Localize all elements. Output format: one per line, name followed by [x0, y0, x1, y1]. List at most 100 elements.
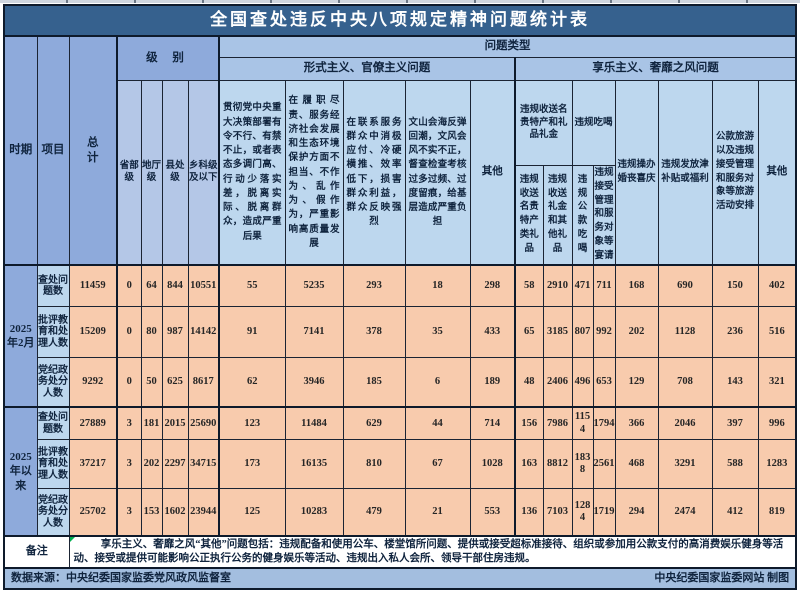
data-cell: 629: [342, 406, 406, 441]
header-public-funds-dining: 违规公款吃喝: [571, 165, 594, 266]
data-cell: 37217: [68, 439, 118, 490]
data-cell: 625: [161, 357, 189, 408]
header-level-township: 乡科级及以下: [187, 80, 220, 266]
data-cell: 50: [140, 357, 163, 408]
data-cell: 65: [514, 306, 544, 359]
data-cell: 714: [469, 406, 516, 441]
data-cell: 294: [614, 488, 659, 537]
footer-bar: 数据来源：中央纪委国家监委党风政风监督室 中央纪委国家监委网站 制图: [3, 566, 797, 590]
data-cell: 185: [342, 357, 406, 408]
data-cell: 8812: [542, 439, 573, 490]
data-cell: 471: [571, 264, 594, 308]
header-weddings-funerals: 违规操办婚丧喜庆: [614, 80, 659, 266]
header-public-funded-travel: 公款旅游以及违规接受管理和服务对象等旅游活动安排: [711, 80, 759, 266]
data-cell: 35: [404, 306, 471, 359]
data-cell: 397: [711, 406, 759, 441]
header-period: 时期: [3, 35, 38, 266]
data-cell: 150: [711, 264, 759, 308]
data-cell: 1154: [571, 406, 594, 441]
data-cell: 189: [469, 357, 516, 408]
data-cell: 3: [116, 439, 142, 490]
row-label-criticized-educated: 批评教育和处理人数: [36, 306, 70, 359]
data-cell: 468: [614, 439, 659, 490]
data-cell: 27889: [68, 406, 118, 441]
header-total: 总计: [68, 35, 118, 266]
data-cell: 293: [342, 264, 406, 308]
header-item: 项目: [36, 35, 70, 266]
header-problem-type: 问题类型: [217, 35, 797, 58]
header-level-group: 级 别: [116, 35, 220, 81]
data-cell: 433: [469, 306, 516, 359]
data-cell: 163: [514, 439, 544, 490]
data-cell: 9292: [68, 357, 118, 408]
row-label-problems-investigated: 查处问题数: [36, 406, 70, 441]
remark-label: 备注: [3, 535, 70, 569]
data-cell: 21: [404, 488, 471, 537]
data-cell: 64: [140, 264, 163, 308]
data-cell: 1794: [592, 406, 616, 441]
data-cell: 143: [711, 357, 759, 408]
data-source-note: 数据来源：中央纪委国家监委党风政风监督室: [11, 571, 231, 584]
header-eating-group: 违规吃喝: [571, 80, 616, 166]
data-cell: 1283: [757, 439, 797, 490]
data-cell: 125: [218, 488, 286, 537]
data-cell: 844: [161, 264, 189, 308]
data-cell: 0: [116, 357, 142, 408]
data-cell: 819: [757, 488, 797, 537]
data-cell: 810: [342, 439, 406, 490]
header-formalism-other: 其他: [469, 80, 516, 266]
data-cell: 3: [116, 406, 142, 441]
data-cell: 553: [469, 488, 516, 537]
data-cell: 173: [218, 439, 286, 490]
period-cell-since-2025: 2025年以来: [3, 406, 38, 537]
data-cell: 366: [614, 406, 659, 441]
data-cell: 1028: [469, 439, 516, 490]
data-cell: 14142: [187, 306, 220, 359]
header-banquets-from-clients: 违规接受管理和服务对象等宴请: [592, 165, 616, 266]
data-cell: 11459: [68, 264, 118, 308]
data-cell: 15209: [68, 306, 118, 359]
header-level-provincial: 省部级: [116, 80, 142, 266]
data-cell: 378: [342, 306, 406, 359]
data-cell: 55: [218, 264, 286, 308]
data-cell: 3291: [657, 439, 713, 490]
spreadsheet-gridline-strip: [0, 0, 800, 3]
data-cell: 516: [757, 306, 797, 359]
data-cell: 6: [404, 357, 471, 408]
header-formalism-col-4: 文山会海反弹回潮，文风会风不实不正，督查检查考核过多过频、过度留痕，给基层造成严…: [404, 80, 471, 266]
data-cell: 2406: [542, 357, 573, 408]
data-cell: 3946: [284, 357, 344, 408]
header-hedonism-other: 其他: [757, 80, 797, 266]
data-cell: 2015: [161, 406, 189, 441]
data-cell: 62: [218, 357, 286, 408]
data-cell: 1128: [657, 306, 713, 359]
row-label-disciplined: 党纪政务处分人数: [36, 488, 70, 537]
row-label-disciplined: 党纪政务处分人数: [36, 357, 70, 408]
header-total-label: 总计: [87, 136, 99, 164]
header-specialty-gifts: 违规收送名贵特产类礼品: [514, 165, 544, 266]
row-label-criticized-educated: 批评教育和处理人数: [36, 439, 70, 490]
data-cell: 202: [140, 439, 163, 490]
data-cell: 3: [116, 488, 142, 537]
data-cell: 496: [571, 357, 594, 408]
statistics-table: 全国查处违反中央八项规定精神问题统计表 时期 项目 总计 级 别 问题类型 形式…: [3, 4, 798, 590]
data-cell: 129: [614, 357, 659, 408]
data-cell: 321: [757, 357, 797, 408]
data-cell: 7986: [542, 406, 573, 441]
data-cell: 2297: [161, 439, 189, 490]
table-title: 全国查处违反中央八项规定精神问题统计表: [3, 4, 797, 37]
data-cell: 996: [757, 406, 797, 441]
data-cell: 2910: [542, 264, 573, 308]
row-label-problems-investigated: 查处问题数: [36, 264, 70, 308]
data-cell: 153: [140, 488, 163, 537]
header-allowances-welfare: 违规发放津补贴或福利: [657, 80, 713, 266]
data-cell: 402: [757, 264, 797, 308]
data-cell: 2561: [592, 439, 616, 490]
data-cell: 711: [592, 264, 616, 308]
data-cell: 10283: [284, 488, 344, 537]
data-cell: 479: [342, 488, 406, 537]
data-cell: 0: [116, 264, 142, 308]
data-cell: 58: [514, 264, 544, 308]
data-cell: 11484: [284, 406, 344, 441]
header-formalism-col-3: 在联系服务群众中消极应付、冷硬横推、效率低下，损害群众利益，群众反映强烈: [342, 80, 406, 266]
